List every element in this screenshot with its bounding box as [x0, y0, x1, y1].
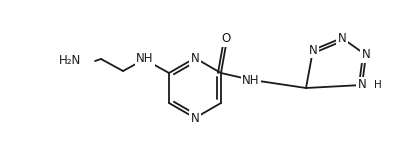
Text: N: N — [358, 79, 366, 92]
Text: NH: NH — [242, 74, 260, 87]
Text: N: N — [338, 32, 347, 45]
Text: O: O — [221, 33, 230, 46]
Text: N: N — [191, 52, 199, 65]
Text: N: N — [309, 44, 317, 57]
Text: H₂N: H₂N — [59, 54, 81, 67]
Text: N: N — [191, 112, 199, 125]
Text: H: H — [374, 80, 382, 90]
Text: N: N — [362, 48, 370, 61]
Text: NH: NH — [136, 53, 154, 66]
